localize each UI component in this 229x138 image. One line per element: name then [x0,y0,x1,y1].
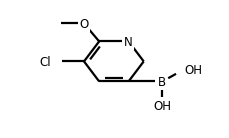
Text: Cl: Cl [39,56,51,69]
Text: B: B [158,76,166,89]
Text: O: O [79,18,88,31]
Text: OH: OH [184,64,202,77]
Text: OH: OH [153,100,171,113]
Text: N: N [124,36,132,49]
